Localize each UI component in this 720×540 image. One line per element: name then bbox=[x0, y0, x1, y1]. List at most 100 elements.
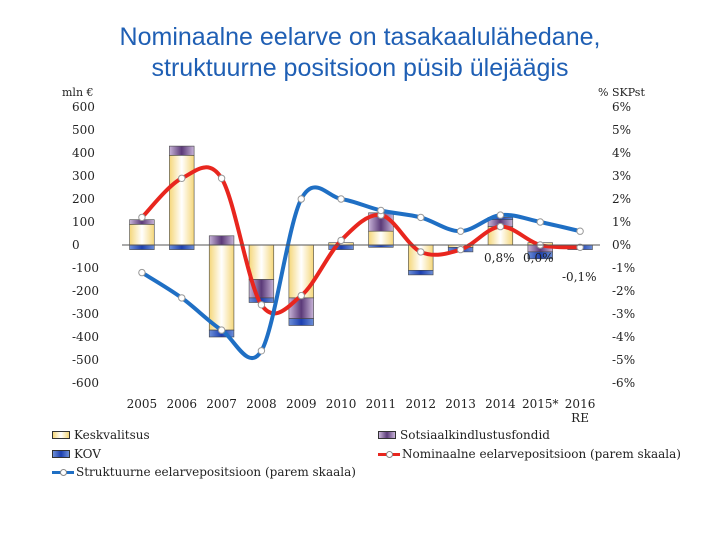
left-tick--200: -200 bbox=[72, 284, 99, 298]
point-struktuurne-2016 RE bbox=[576, 227, 584, 235]
bar-kov-2015* bbox=[527, 251, 553, 260]
left-tick-400: 400 bbox=[72, 146, 95, 160]
legend-label-struktuurne: Struktuurne eelarvepositsioon (parem ska… bbox=[76, 465, 356, 479]
legend-item-struktuurne: Struktuurne eelarvepositsioon (parem ska… bbox=[52, 465, 356, 479]
legend-label-sotsiaal: Sotsiaalkindlustusfondid bbox=[400, 428, 550, 442]
right-tick-0%: 0% bbox=[612, 238, 631, 252]
chart-title-line-2: struktuurne positsioon püsib ülejäägis bbox=[151, 54, 569, 82]
x-tick-2016 RE-line2: RE bbox=[571, 411, 589, 425]
point-nominaalne-2016 RE bbox=[576, 243, 584, 252]
point-struktuurne-2015* bbox=[536, 218, 544, 226]
legend-swatch-keskvalitsus bbox=[52, 431, 70, 439]
legend-item-kov: KOV bbox=[52, 447, 101, 461]
right-tick-2%: 2% bbox=[612, 192, 631, 206]
x-tick-2014: 2014 bbox=[485, 397, 516, 411]
right-tick--4%: -4% bbox=[612, 330, 635, 344]
bar-keskvalitsus-2005 bbox=[129, 224, 155, 246]
annotation-0-0: 0,0% bbox=[523, 251, 554, 265]
x-tick-2009: 2009 bbox=[286, 397, 317, 411]
right-tick-4%: 4% bbox=[612, 146, 631, 160]
bar-keskvalitsus-2007 bbox=[208, 244, 235, 331]
line-nominaalne bbox=[139, 165, 583, 316]
point-struktuurne-2010 bbox=[337, 195, 345, 203]
lines-layer bbox=[138, 165, 584, 360]
bar-kov-2006 bbox=[169, 244, 195, 250]
left-tick--100: -100 bbox=[72, 261, 99, 275]
point-nominaalne-2005 bbox=[138, 213, 146, 222]
x-tick-2005: 2005 bbox=[127, 397, 158, 411]
x-tick-2016 RE: 2016 bbox=[565, 397, 596, 411]
point-nominaalne-2014 bbox=[496, 222, 505, 231]
right-tick-1%: 1% bbox=[612, 215, 631, 229]
legend-label-nominaalne: Nominaalne eelarvepositsioon (parem skaa… bbox=[402, 447, 681, 461]
point-struktuurne-2009 bbox=[297, 195, 305, 203]
right-tick-3%: 3% bbox=[612, 169, 631, 183]
right-tick-6%: 6% bbox=[612, 100, 631, 114]
bar-keskvalitsus-2006 bbox=[169, 155, 195, 246]
x-tick-2012: 2012 bbox=[405, 397, 436, 411]
bar-keskvalitsus-2009 bbox=[288, 244, 314, 299]
right-tick--1%: -1% bbox=[612, 261, 635, 275]
left-tick--400: -400 bbox=[72, 330, 99, 344]
bar-keskvalitsus-2011 bbox=[368, 230, 394, 246]
point-struktuurne-2005 bbox=[138, 268, 146, 277]
point-struktuurne-2008 bbox=[257, 347, 266, 355]
left-tick-100: 100 bbox=[72, 215, 95, 229]
x-tick-2007: 2007 bbox=[206, 397, 237, 411]
point-struktuurne-2007 bbox=[217, 326, 226, 334]
point-nominaalne-2006 bbox=[178, 174, 186, 183]
annotation-minus-0-1: -0,1% bbox=[562, 270, 597, 284]
legend-item-sotsiaal: Sotsiaalkindlustusfondid bbox=[378, 428, 550, 442]
bars-layer bbox=[129, 145, 593, 338]
left-tick-0: 0 bbox=[72, 238, 80, 252]
bar-sotsiaalkindlustusfondid-2006 bbox=[169, 145, 195, 156]
point-struktuurne-2012 bbox=[417, 213, 425, 222]
x-tick-2010: 2010 bbox=[326, 397, 357, 411]
point-nominaalne-2009 bbox=[297, 291, 305, 300]
legend-item-keskvalitsus: Keskvalitsus bbox=[52, 428, 150, 442]
left-tick--300: -300 bbox=[72, 307, 99, 321]
left-tick--600: -600 bbox=[72, 376, 99, 390]
left-tick-200: 200 bbox=[72, 192, 95, 206]
legend-swatch-kov bbox=[52, 450, 70, 458]
x-tick-2013: 2013 bbox=[445, 397, 476, 411]
point-struktuurne-2013 bbox=[456, 227, 465, 235]
bar-kov-2005 bbox=[129, 244, 155, 250]
left-tick-600: 600 bbox=[72, 100, 95, 114]
annotation-0-8: 0,8% bbox=[484, 251, 515, 265]
legend-label-keskvalitsus: Keskvalitsus bbox=[74, 428, 150, 442]
point-nominaalne-2012 bbox=[417, 248, 425, 256]
right-tick-5%: 5% bbox=[612, 123, 631, 137]
point-struktuurne-2006 bbox=[178, 294, 186, 302]
legend-label-kov: KOV bbox=[74, 447, 101, 461]
right-unit-label: % SKPst bbox=[598, 86, 645, 99]
right-tick--2%: -2% bbox=[612, 284, 635, 298]
chart-title-line-1: Nominaalne eelarve on tasakaalulähedane, bbox=[119, 23, 601, 51]
legend-item-nominaalne: Nominaalne eelarvepositsioon (parem skaa… bbox=[378, 447, 681, 461]
bar-sotsiaalkindlustusfondid-2007 bbox=[208, 235, 235, 246]
right-tick--6%: -6% bbox=[612, 376, 635, 390]
left-tick-300: 300 bbox=[72, 169, 95, 183]
bar-kov-2009 bbox=[288, 318, 314, 326]
legend-swatch-nominaalne bbox=[378, 449, 400, 459]
chart-title: Nominaalne eelarve on tasakaalulähedane,… bbox=[0, 22, 720, 84]
x-tick-2011: 2011 bbox=[366, 397, 397, 411]
x-tick-2008: 2008 bbox=[246, 397, 277, 411]
left-unit-label: mln € bbox=[62, 86, 94, 99]
point-nominaalne-2010 bbox=[337, 236, 345, 245]
point-nominaalne-2008 bbox=[257, 301, 266, 309]
bar-kov-2012 bbox=[408, 269, 434, 276]
right-tick--5%: -5% bbox=[612, 353, 635, 367]
right-tick--3%: -3% bbox=[612, 307, 635, 321]
left-tick--500: -500 bbox=[72, 353, 99, 367]
x-tick-2006: 2006 bbox=[166, 397, 197, 411]
point-nominaalne-2007 bbox=[217, 174, 226, 183]
line-struktuurne bbox=[139, 185, 583, 360]
bar-keskvalitsus-2008 bbox=[248, 244, 275, 280]
legend-swatch-struktuurne bbox=[52, 467, 74, 477]
x-tick-2015*: 2015* bbox=[522, 397, 559, 411]
point-struktuurne-2011 bbox=[377, 206, 385, 215]
left-tick-500: 500 bbox=[72, 123, 95, 137]
point-struktuurne-2014 bbox=[496, 211, 505, 219]
